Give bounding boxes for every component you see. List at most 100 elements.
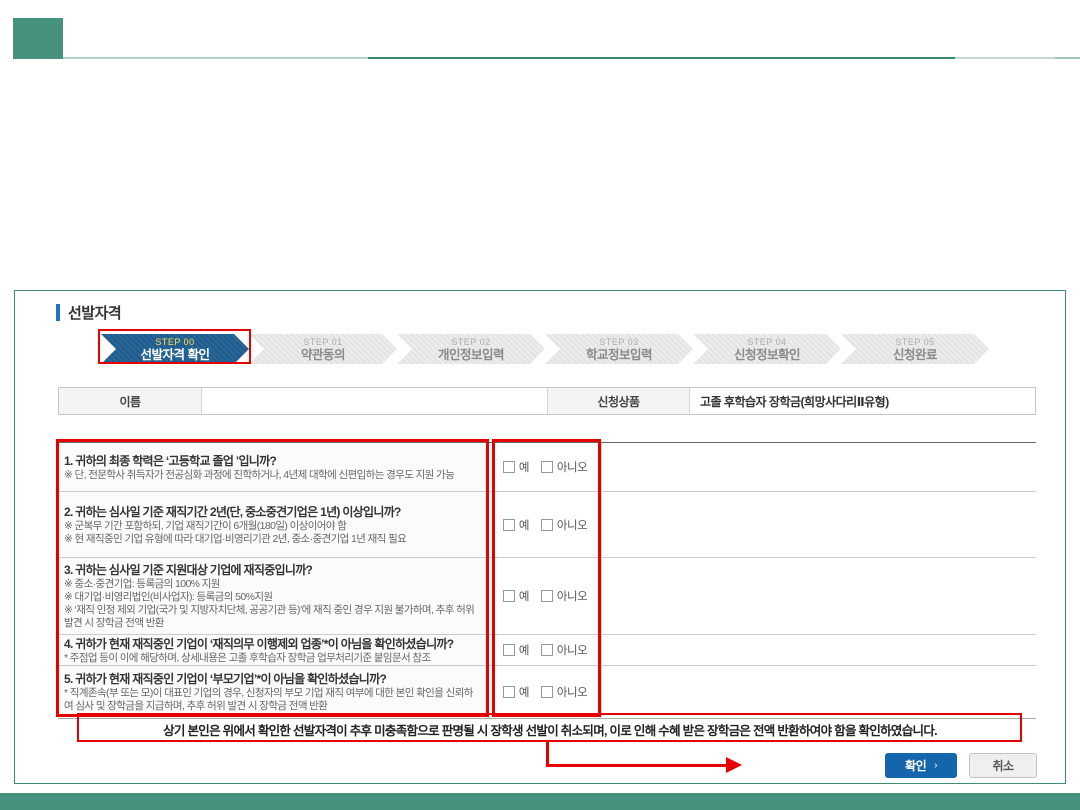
question-note: * 직계존속(부 또는 모)이 대표인 기업의 경우, 신청자의 부모 기업 재… bbox=[64, 687, 473, 712]
question-text-cell: 2. 귀하는 심사일 기준 재직기간 2년(단, 중소중견기업은 1년) 이상입… bbox=[58, 492, 488, 557]
checkbox-yes-label: 예 bbox=[518, 687, 530, 699]
checkbox-no[interactable]: 아니오 bbox=[540, 642, 588, 658]
checkbox-no-box[interactable] bbox=[540, 461, 553, 473]
checkbox-yes-label: 예 bbox=[518, 462, 530, 474]
question-text-cell: 1. 귀하의 최종 학력은 ‘고등학교 졸업 ’입니까? ※ 단, 전문학사 취득… bbox=[58, 443, 488, 491]
empty-cell bbox=[602, 635, 1036, 665]
question-note: ※ 중소·중견기업: 등록금의 100% 지원 bbox=[64, 578, 220, 590]
confirmation-statement: 상기 본인은 위에서 확인한 선발자격이 추후 미충족함으로 판명될 시 장학생… bbox=[163, 723, 938, 738]
checkbox-yes-box[interactable] bbox=[502, 518, 515, 531]
brand-square-logo bbox=[13, 18, 63, 58]
checkbox-yes[interactable]: 예 bbox=[502, 684, 530, 700]
checkbox-no[interactable]: 아니오 bbox=[540, 684, 588, 700]
step-label: 선발자격 확인 bbox=[140, 347, 210, 362]
step-4-inactive: STEP 04 신청정보확인 bbox=[693, 334, 841, 364]
question-text-cell: 5. 귀하가 현재 재직중인 기업이 ‘부모기업’*이 아님을 확인하셨습니까?… bbox=[58, 666, 488, 718]
answer-cell: 예 아니오 bbox=[488, 443, 602, 491]
question-text-cell: 3. 귀하는 심사일 기준 지원대상 기업에 재직중입니까? ※ 중소·중견기업:… bbox=[58, 558, 488, 634]
checkbox-yes-label: 예 bbox=[518, 645, 530, 657]
checkbox-no-box[interactable] bbox=[540, 518, 553, 531]
step-label: 개인정보입력 bbox=[437, 347, 504, 362]
answer-cell: 예 아니오 bbox=[488, 492, 602, 557]
checkbox-no-label: 아니오 bbox=[556, 591, 588, 603]
question-row-4: 4. 귀하가 현재 재직중인 기업이 ‘재직의무 이행제외 업종’*이 아님을 … bbox=[58, 635, 1036, 666]
step-label: 신청완료 bbox=[892, 347, 937, 362]
answer-cell: 예 아니오 bbox=[488, 558, 602, 634]
step-number: STEP 03 bbox=[599, 336, 639, 347]
question-row-2: 2. 귀하는 심사일 기준 재직기간 2년(단, 중소중견기업은 1년) 이상입… bbox=[58, 492, 1036, 558]
question-title: 2. 귀하는 심사일 기준 재직기간 2년(단, 중소중견기업은 1년) 이상입… bbox=[64, 504, 401, 519]
step-2-inactive: STEP 02 개인정보입력 bbox=[397, 334, 545, 364]
product-label: 신청상품 bbox=[547, 388, 690, 414]
name-value bbox=[202, 388, 547, 414]
confirm-button-label: 확인 bbox=[905, 759, 927, 773]
step-number: STEP 02 bbox=[451, 336, 491, 347]
checkbox-no[interactable]: 아니오 bbox=[540, 517, 588, 533]
checkbox-yes-box[interactable] bbox=[502, 461, 515, 473]
checkbox-no-box[interactable] bbox=[540, 686, 553, 698]
empty-cell bbox=[602, 443, 1036, 491]
step-indicator: STEP 00 선발자격 확인 STEP 01 약관동의 STEP 02 개인정보입력 ST… bbox=[101, 334, 989, 364]
question-title: 4. 귀하가 현재 재직중인 기업이 ‘재직의무 이행제외 업종’*이 아님을 … bbox=[64, 636, 454, 651]
question-row-1: 1. 귀하의 최종 학력은 ‘고등학교 졸업 ’입니까? ※ 단, 전문학사 취득… bbox=[58, 443, 1036, 492]
checkbox-yes[interactable]: 예 bbox=[502, 642, 530, 658]
step-number: STEP 01 bbox=[303, 336, 343, 347]
checkbox-yes[interactable]: 예 bbox=[502, 517, 530, 533]
checkbox-yes[interactable]: 예 bbox=[502, 588, 530, 604]
title-accent-bar bbox=[56, 303, 60, 321]
checkbox-yes[interactable]: 예 bbox=[502, 459, 530, 475]
question-note: ※ 군복무 기간 포함하되, 기업 재직기간이 6개월(180일) 이상이어야 … bbox=[64, 519, 347, 532]
question-title: 3. 귀하는 심사일 기준 지원대상 기업에 재직중입니까? bbox=[64, 563, 313, 577]
step-number: STEP 05 bbox=[895, 336, 935, 347]
cancel-button[interactable]: 취소 bbox=[969, 753, 1037, 778]
checkbox-no-label: 아니오 bbox=[556, 645, 588, 657]
question-title: 5. 귀하가 현재 재직중인 기업이 ‘부모기업’*이 아님을 확인하셨습니까? bbox=[64, 672, 387, 686]
checkbox-no-label: 아니오 bbox=[556, 687, 588, 699]
question-text-cell: 4. 귀하가 현재 재직중인 기업이 ‘재직의무 이행제외 업종’*이 아님을 … bbox=[58, 635, 488, 665]
question-row-3: 3. 귀하는 심사일 기준 지원대상 기업에 재직중입니까? ※ 중소·중견기업:… bbox=[58, 558, 1036, 635]
answer-cell: 예 아니오 bbox=[488, 666, 602, 718]
step-label: 신청정보확인 bbox=[733, 347, 800, 362]
checkbox-yes-label: 예 bbox=[518, 591, 530, 603]
confirm-button[interactable]: 확인 › bbox=[885, 753, 957, 778]
checkbox-yes-box[interactable] bbox=[502, 686, 515, 698]
empty-cell bbox=[602, 492, 1036, 557]
step-3-inactive: STEP 03 학교정보입력 bbox=[545, 334, 693, 364]
question-note: ※ 대기업·비영리법인(비사업자): 등록금의 50%지원 bbox=[64, 591, 273, 603]
checkbox-no-box[interactable] bbox=[540, 590, 553, 602]
empty-cell bbox=[602, 558, 1036, 634]
question-title: 1. 귀하의 최종 학력은 ‘고등학교 졸업 ’입니까? bbox=[64, 453, 277, 468]
checkbox-no-box[interactable] bbox=[540, 644, 553, 656]
step-number: STEP 00 bbox=[155, 336, 195, 347]
product-value: 고졸 후학습자 장학금(희망사다리Ⅱ유형) bbox=[700, 394, 889, 409]
confirm-button-arrow-icon: › bbox=[934, 760, 937, 771]
step-label: 약관동의 bbox=[300, 347, 345, 362]
checkbox-no-label: 아니오 bbox=[556, 519, 588, 532]
step-0-active: STEP 00 선발자격 확인 bbox=[101, 334, 249, 364]
step-number: STEP 04 bbox=[747, 336, 787, 347]
checkbox-no[interactable]: 아니오 bbox=[540, 588, 588, 604]
answer-cell: 예 아니오 bbox=[488, 635, 602, 665]
question-note: * 주점업 등이 이에 해당하며, 상세내용은 고졸 후학습자 장학금 업무처리… bbox=[64, 651, 431, 664]
applicant-info-table: 이름 신청상품 고졸 후학습자 장학금(희망사다리Ⅱ유형) bbox=[58, 387, 1036, 415]
page-title: 선발자격 bbox=[56, 302, 122, 322]
name-label: 이름 bbox=[59, 388, 202, 414]
checkbox-no-label: 아니오 bbox=[556, 462, 588, 474]
checkbox-no[interactable]: 아니오 bbox=[540, 459, 588, 475]
step-5-inactive: STEP 05 신청완료 bbox=[841, 334, 989, 364]
footer-bar bbox=[0, 793, 1080, 810]
checkbox-yes-label: 예 bbox=[518, 519, 530, 532]
cancel-button-label: 취소 bbox=[992, 759, 1014, 773]
checkbox-yes-box[interactable] bbox=[502, 644, 515, 656]
question-row-5: 5. 귀하가 현재 재직중인 기업이 ‘부모기업’*이 아님을 확인하셨습니까?… bbox=[58, 666, 1036, 718]
question-note: ※ ‘재직 인정 제외 기업(국가 및 지방자치단체, 공공기관 등)’에 재직… bbox=[64, 604, 475, 629]
questions-table: 1. 귀하의 최종 학력은 ‘고등학교 졸업 ’입니까? ※ 단, 전문학사 취득… bbox=[58, 442, 1036, 719]
checkbox-yes-box[interactable] bbox=[502, 590, 515, 602]
header-divider bbox=[0, 57, 1080, 59]
page-title-text: 선발자격 bbox=[68, 304, 122, 322]
step-1-inactive: STEP 01 약관동의 bbox=[249, 334, 397, 364]
step-label: 학교정보입력 bbox=[585, 347, 652, 362]
question-note: ※ 현 재직중인 기업 유형에 따라 대기업·비영리기관 2년, 중소·중견기업… bbox=[64, 532, 407, 545]
selection-qualification-panel: 선발자격 STEP 00 선발자격 확인 STEP 01 약관동의 STEP 02 개인정… bbox=[14, 290, 1066, 784]
